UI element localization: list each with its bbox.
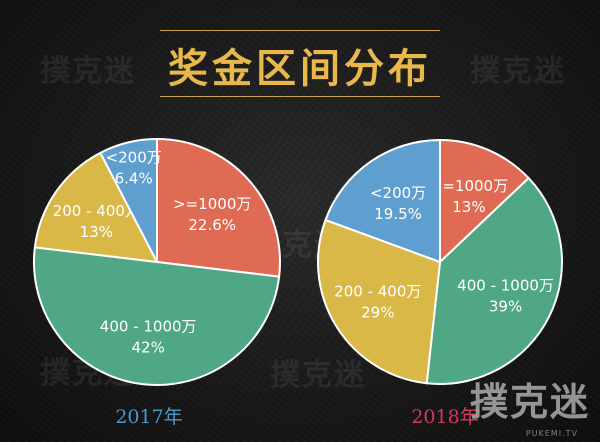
logo-subtext: PUKEMI.TV — [525, 429, 578, 438]
title-top-rule — [160, 30, 440, 31]
slice-label: <200万 — [370, 184, 426, 202]
pie-slice-0-2 — [33, 151, 159, 264]
slice-value: 19.5% — [374, 205, 422, 223]
slice-label: 200 - 400万 — [334, 283, 421, 301]
pie-slice-1-2 — [317, 218, 442, 385]
pie-slice-0-3 — [98, 137, 158, 263]
slice-value: 22.6% — [188, 216, 236, 234]
title-bottom-rule — [160, 96, 440, 97]
pie-slice-0-0 — [156, 137, 281, 278]
slice-value: 29% — [361, 304, 394, 322]
slice-value: 13% — [80, 223, 113, 241]
pie-slice-1-3 — [324, 138, 441, 264]
slice-value: 42% — [132, 338, 165, 356]
watermark: 撲克迷 — [470, 54, 566, 89]
slice-label: 400 - 1000万 — [457, 277, 554, 295]
slice-label: 400 - 1000万 — [100, 317, 197, 335]
slice-label: >=1000万 — [173, 195, 251, 213]
year-label-2018: 2018年 — [411, 406, 479, 428]
slice-label: 200 - 400万 — [53, 202, 140, 220]
logo: 撲克迷 — [469, 380, 590, 424]
watermark: 撲克迷 — [40, 54, 136, 89]
pie-slice-1-1 — [425, 176, 563, 385]
slice-value: 13% — [452, 198, 485, 216]
year-label-2017: 2017年 — [115, 406, 183, 428]
slice-label: <200万 — [106, 148, 162, 166]
slice-label: >=1000万 — [430, 177, 508, 195]
chart-title: 奖金区间分布 — [168, 46, 432, 92]
watermark: 撲克迷 — [270, 358, 366, 393]
pie-slice-0-1 — [33, 246, 281, 386]
pie-slice-1-0 — [439, 138, 531, 265]
slice-value: 6.4% — [115, 169, 153, 187]
slice-value: 39% — [489, 298, 522, 316]
